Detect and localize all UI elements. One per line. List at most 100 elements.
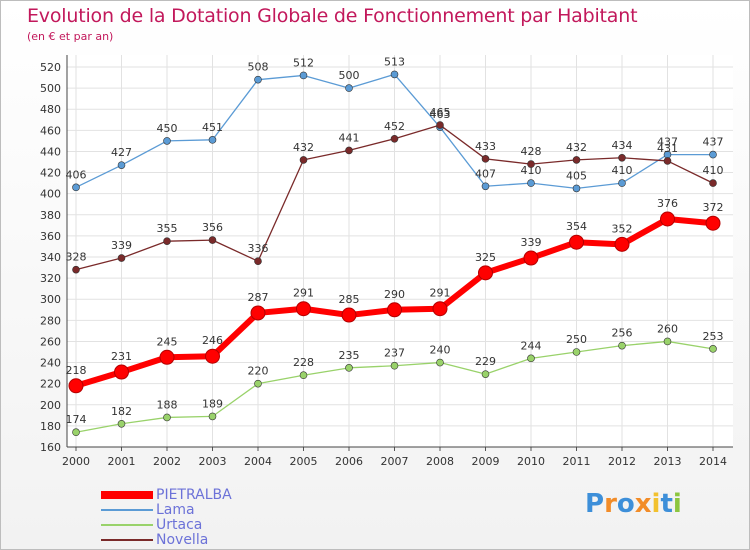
logo-letter: t: [660, 489, 673, 519]
legend-label: Urtaca: [156, 516, 203, 533]
data-label: 260: [657, 322, 678, 335]
data-point: [572, 348, 581, 356]
data-point: [296, 301, 311, 317]
data-point: [163, 137, 171, 145]
x-tick-label: 2003: [199, 455, 227, 468]
data-label: 182: [111, 405, 132, 418]
y-tick-label: 200: [40, 399, 61, 412]
data-point: [663, 337, 672, 346]
data-point: [709, 150, 717, 159]
data-point: [618, 153, 626, 162]
data-label: 354: [566, 220, 587, 233]
y-tick-label: 280: [40, 314, 61, 327]
data-point: [68, 378, 84, 394]
data-label: 220: [248, 365, 269, 378]
data-point: [341, 307, 357, 323]
data-label: 290: [384, 288, 405, 301]
data-point: [436, 358, 444, 367]
y-tick-label: 220: [40, 378, 61, 391]
data-point: [478, 265, 493, 281]
data-label: 512: [293, 56, 314, 69]
data-point: [572, 156, 581, 164]
data-point: [208, 412, 217, 421]
data-point: [618, 341, 626, 350]
y-tick-label: 380: [40, 209, 61, 222]
x-tick-label: 2005: [290, 455, 318, 468]
x-tick-label: 2013: [654, 455, 682, 468]
data-label: 427: [111, 146, 132, 159]
legend-swatch: [101, 538, 153, 541]
data-label: 291: [293, 287, 314, 300]
data-point: [523, 250, 539, 266]
data-label: 410: [521, 164, 542, 177]
data-point: [572, 184, 581, 193]
legend: PIETRALBA Lama Urtaca Novella: [101, 486, 232, 548]
data-label: 228: [293, 356, 314, 369]
data-label: 336: [248, 242, 269, 255]
data-label: 372: [703, 201, 724, 214]
data-label: 188: [157, 398, 178, 411]
legend-item: PIETRALBA: [101, 486, 232, 503]
y-tick-label: 300: [40, 293, 61, 306]
chart-subtitle: (en € et par an): [27, 30, 114, 43]
x-tick-label: 2007: [381, 455, 409, 468]
data-point: [117, 419, 126, 428]
data-point: [436, 121, 444, 129]
data-point: [254, 379, 262, 388]
x-tick-label: 2011: [563, 455, 591, 468]
data-point: [432, 301, 448, 317]
data-point: [117, 161, 126, 169]
data-label: 244: [521, 339, 542, 352]
legend-label: PIETRALBA: [156, 486, 232, 503]
data-point: [481, 182, 490, 191]
data-point: [705, 215, 721, 231]
data-point: [254, 257, 262, 266]
data-label: 432: [293, 141, 314, 154]
data-point: [345, 84, 353, 92]
data-label: 235: [339, 349, 360, 362]
data-label: 355: [157, 222, 178, 235]
data-point: [250, 305, 266, 321]
logo-letter: x: [634, 489, 652, 519]
legend-swatch: [101, 508, 153, 511]
data-label: 406: [66, 168, 87, 181]
y-tick-label: 320: [40, 272, 61, 285]
data-point: [117, 254, 126, 262]
data-label: 407: [475, 167, 496, 180]
y-tick-label: 460: [40, 124, 61, 137]
data-point: [163, 237, 171, 245]
proxiti-logo: Proxiti: [585, 489, 682, 519]
data-point: [72, 183, 80, 192]
data-point: [345, 364, 353, 372]
y-tick-label: 240: [40, 357, 61, 370]
y-tick-label: 440: [40, 145, 61, 158]
data-label: 352: [612, 222, 633, 235]
data-point: [387, 302, 402, 318]
data-label: 451: [202, 121, 223, 134]
legend-label: Novella: [156, 531, 209, 548]
data-label: 253: [703, 330, 724, 343]
x-tick-label: 2014: [699, 455, 727, 468]
data-label: 229: [475, 355, 496, 368]
data-point: [72, 428, 80, 437]
data-label: 291: [430, 287, 451, 300]
data-point: [345, 146, 353, 155]
data-label: 285: [339, 293, 360, 306]
data-label: 287: [248, 291, 269, 304]
data-label: 437: [703, 136, 724, 149]
data-point: [299, 71, 308, 80]
data-label: 328: [66, 251, 87, 264]
data-point: [569, 234, 584, 250]
data-label: 256: [612, 327, 633, 340]
data-point: [390, 134, 399, 143]
data-point: [527, 160, 535, 168]
x-tick-label: 2006: [335, 455, 363, 468]
data-point: [72, 265, 80, 274]
y-tick-label: 360: [40, 230, 61, 243]
data-label: 452: [384, 120, 405, 133]
data-label: 356: [202, 221, 223, 234]
chart-title: Evolution de la Dotation Globale de Fonc…: [27, 5, 638, 27]
data-point: [159, 349, 175, 365]
logo-letter: i: [651, 489, 661, 519]
legend-item: Lama: [101, 502, 232, 518]
